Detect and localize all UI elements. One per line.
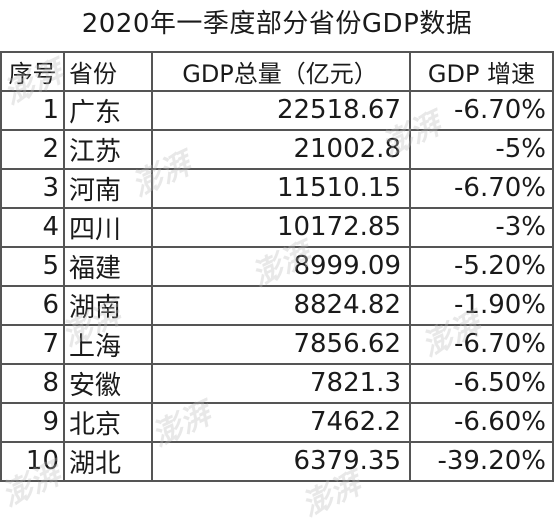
cell-province: 广东 — [63, 89, 153, 131]
gdp-data-table: 序号 省份 GDP总量（亿元） GDP 增速 1 广东 22518.67 -6.… — [0, 51, 554, 482]
cell-province: 湖南 — [63, 284, 153, 326]
cell-province: 江苏 — [63, 128, 153, 170]
cell-growth: -6.70% — [409, 89, 554, 131]
header-gdp-growth: GDP 增速 — [409, 51, 554, 92]
cell-province: 河南 — [63, 167, 153, 209]
table-row: 9 北京 7462.2 -6.60% — [0, 401, 554, 443]
cell-index: 4 — [0, 206, 65, 248]
cell-growth: -5.20% — [409, 245, 554, 287]
header-province: 省份 — [63, 51, 153, 92]
table-row: 3 河南 11510.15 -6.70% — [0, 167, 554, 209]
cell-gdp: 11510.15 — [151, 167, 411, 209]
cell-gdp: 10172.85 — [151, 206, 411, 248]
cell-gdp: 7856.62 — [151, 323, 411, 365]
cell-gdp: 8824.82 — [151, 284, 411, 326]
cell-gdp: 22518.67 — [151, 89, 411, 131]
cell-province: 四川 — [63, 206, 153, 248]
cell-gdp: 21002.8 — [151, 128, 411, 170]
cell-gdp: 6379.35 — [151, 440, 411, 482]
cell-growth: -6.60% — [409, 401, 554, 443]
table-row: 8 安徽 7821.3 -6.50% — [0, 362, 554, 404]
cell-gdp: 8999.09 — [151, 245, 411, 287]
cell-province: 安徽 — [63, 362, 153, 404]
cell-growth: -5% — [409, 128, 554, 170]
table-title: 2020年一季度部分省份GDP数据 — [81, 9, 473, 39]
cell-index: 2 — [0, 128, 65, 170]
table-row: 5 福建 8999.09 -5.20% — [0, 245, 554, 287]
cell-gdp: 7462.2 — [151, 401, 411, 443]
header-index: 序号 — [0, 51, 65, 92]
cell-province: 上海 — [63, 323, 153, 365]
cell-index: 5 — [0, 245, 65, 287]
cell-growth: -39.20% — [409, 440, 554, 482]
cell-index: 10 — [0, 440, 65, 482]
cell-province: 湖北 — [63, 440, 153, 482]
cell-gdp: 7821.3 — [151, 362, 411, 404]
cell-index: 7 — [0, 323, 65, 365]
cell-index: 1 — [0, 89, 65, 131]
cell-index: 3 — [0, 167, 65, 209]
cell-growth: -6.50% — [409, 362, 554, 404]
cell-index: 8 — [0, 362, 65, 404]
table-row: 6 湖南 8824.82 -1.90% — [0, 284, 554, 326]
cell-province: 北京 — [63, 401, 153, 443]
cell-growth: -6.70% — [409, 323, 554, 365]
table-row: 2 江苏 21002.8 -5% — [0, 128, 554, 170]
table-row: 4 四川 10172.85 -3% — [0, 206, 554, 248]
header-gdp-total: GDP总量（亿元） — [151, 51, 411, 92]
table-row: 10 湖北 6379.35 -39.20% — [0, 440, 554, 482]
cell-growth: -1.90% — [409, 284, 554, 326]
cell-province: 福建 — [63, 245, 153, 287]
table-row: 1 广东 22518.67 -6.70% — [0, 89, 554, 131]
table-header-row: 序号 省份 GDP总量（亿元） GDP 增速 — [0, 51, 554, 92]
cell-growth: -6.70% — [409, 167, 554, 209]
cell-growth: -3% — [409, 206, 554, 248]
cell-index: 6 — [0, 284, 65, 326]
cell-index: 9 — [0, 401, 65, 443]
table-row: 7 上海 7856.62 -6.70% — [0, 323, 554, 365]
